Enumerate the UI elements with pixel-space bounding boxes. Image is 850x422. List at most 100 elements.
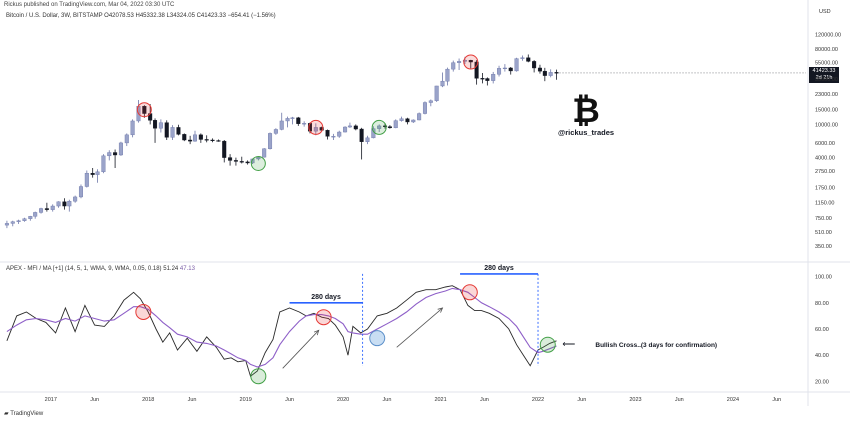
candle-body (10, 221, 15, 224)
candle-body (73, 196, 78, 202)
candle-body (198, 134, 203, 140)
ma-line (6, 287, 557, 368)
candle-body (256, 156, 261, 160)
indicator-circle-marker (461, 284, 478, 301)
tradingview-brand[interactable]: ▰ TradingView (4, 410, 43, 417)
last-price-badge: 41423.33 2d 21h (809, 67, 839, 83)
price-tick-label: 55000.00 (815, 61, 838, 67)
price-tick-label: 6000.00 (815, 141, 835, 147)
candle-body (542, 70, 547, 76)
time-tick-label: Jun (383, 397, 392, 403)
candle-body (124, 134, 129, 144)
time-tick-label: Jun (480, 397, 489, 403)
price-circle-marker (371, 119, 387, 135)
candle-body (192, 134, 198, 142)
candle-body (434, 85, 439, 101)
indicator-circle-marker (539, 336, 556, 353)
candle-body (411, 119, 416, 123)
candle-body (508, 67, 513, 72)
candle-body (262, 148, 267, 158)
candle-body (405, 118, 410, 123)
time-tick-label: 2017 (45, 397, 57, 403)
candle-body (526, 57, 531, 62)
trend-arrow (282, 330, 320, 369)
trend-arrow (396, 307, 443, 348)
candle-body (514, 58, 519, 72)
candle-body (170, 127, 175, 138)
price-circle-marker (463, 54, 479, 70)
candle-body (176, 127, 181, 135)
candle-body (313, 127, 318, 132)
candle-body (337, 131, 342, 137)
candle-body (377, 125, 382, 129)
candle-body (548, 72, 553, 76)
candle-body (296, 117, 301, 124)
indicator-circle-marker (135, 303, 152, 320)
candle-body (520, 57, 525, 59)
candle-body (101, 155, 106, 173)
candle-body (164, 122, 169, 138)
symbol-title[interactable]: Bitcoin / U.S. Dollar, 3W, BITSTAMP (6, 13, 103, 19)
candle-body (417, 113, 422, 121)
time-tick-label: 2021 (434, 397, 446, 403)
candle-body (387, 126, 392, 129)
time-tick-label: 2024 (727, 397, 739, 403)
candle-body (399, 118, 404, 121)
tradingview-label: TradingView (10, 411, 44, 417)
indicator-title[interactable]: APEX - MFI / MA [+1] (14, 5, 1, WMA, 9, … (6, 266, 162, 272)
candle-body (331, 136, 336, 138)
trend-arrow-head (437, 307, 444, 313)
candle-body (279, 120, 284, 130)
tradingview-logo-icon: ▰ (4, 411, 9, 417)
candle-body (113, 152, 118, 156)
indicator-tick-label: 100.00 (815, 275, 832, 281)
indicator-value-mfi: 51.24 (163, 266, 179, 272)
indicator-tick-label: 20.00 (815, 379, 829, 385)
bullish-cross-label: Bullish Cross..(3 days for confirmation) (595, 342, 717, 349)
candle-body (228, 157, 233, 161)
price-tick-label: 23000.00 (815, 92, 838, 98)
candle-body (319, 127, 324, 131)
candle-body (365, 137, 370, 142)
time-tick-label: 2018 (142, 397, 154, 403)
candle-body (268, 133, 273, 149)
candle-body (491, 74, 496, 81)
candle-body (4, 223, 9, 226)
candle-body (532, 61, 537, 69)
price-tick-label: 350.00 (815, 244, 832, 250)
candle-body (50, 205, 55, 210)
candle-body (245, 161, 250, 164)
candle-body (440, 80, 445, 87)
currency-label[interactable]: USD (819, 9, 831, 15)
candle-body (130, 120, 135, 136)
time-tick-label: 2020 (337, 397, 349, 403)
indicator-tick-label: 60.00 (815, 327, 829, 333)
candle-body (485, 78, 490, 81)
price-tick-label: 1750.00 (815, 186, 835, 192)
indicator-circle-marker (250, 368, 267, 385)
trend-arrow-head (313, 329, 320, 336)
mfi-line (6, 285, 557, 377)
symbol-header: Bitcoin / U.S. Dollar, 3W, BITSTAMP O420… (6, 13, 276, 19)
indicator-header: APEX - MFI / MA [+1] (14, 5, 1, WMA, 9, … (6, 266, 195, 272)
candle-body (343, 126, 348, 133)
candle-body (84, 172, 89, 187)
time-tick-label: 2023 (629, 397, 641, 403)
candle-body (502, 67, 507, 69)
price-tick-label: 1150.00 (815, 201, 834, 207)
candle-body (16, 220, 21, 222)
candle-body (273, 129, 278, 134)
time-tick-label: Jun (772, 397, 781, 403)
candle-body (474, 61, 479, 79)
watermark-handle: @rickus_trades (558, 128, 614, 137)
price-tick-label: 750.00 (815, 216, 832, 222)
candle-body (468, 60, 473, 63)
candle-body (62, 201, 67, 207)
price-circle-marker (308, 119, 324, 135)
candle-body (33, 212, 38, 217)
time-tick-label: Jun (577, 397, 586, 403)
candle-body (325, 130, 330, 137)
price-tick-label: 120000.00 (815, 32, 841, 38)
candle-body (182, 134, 187, 141)
